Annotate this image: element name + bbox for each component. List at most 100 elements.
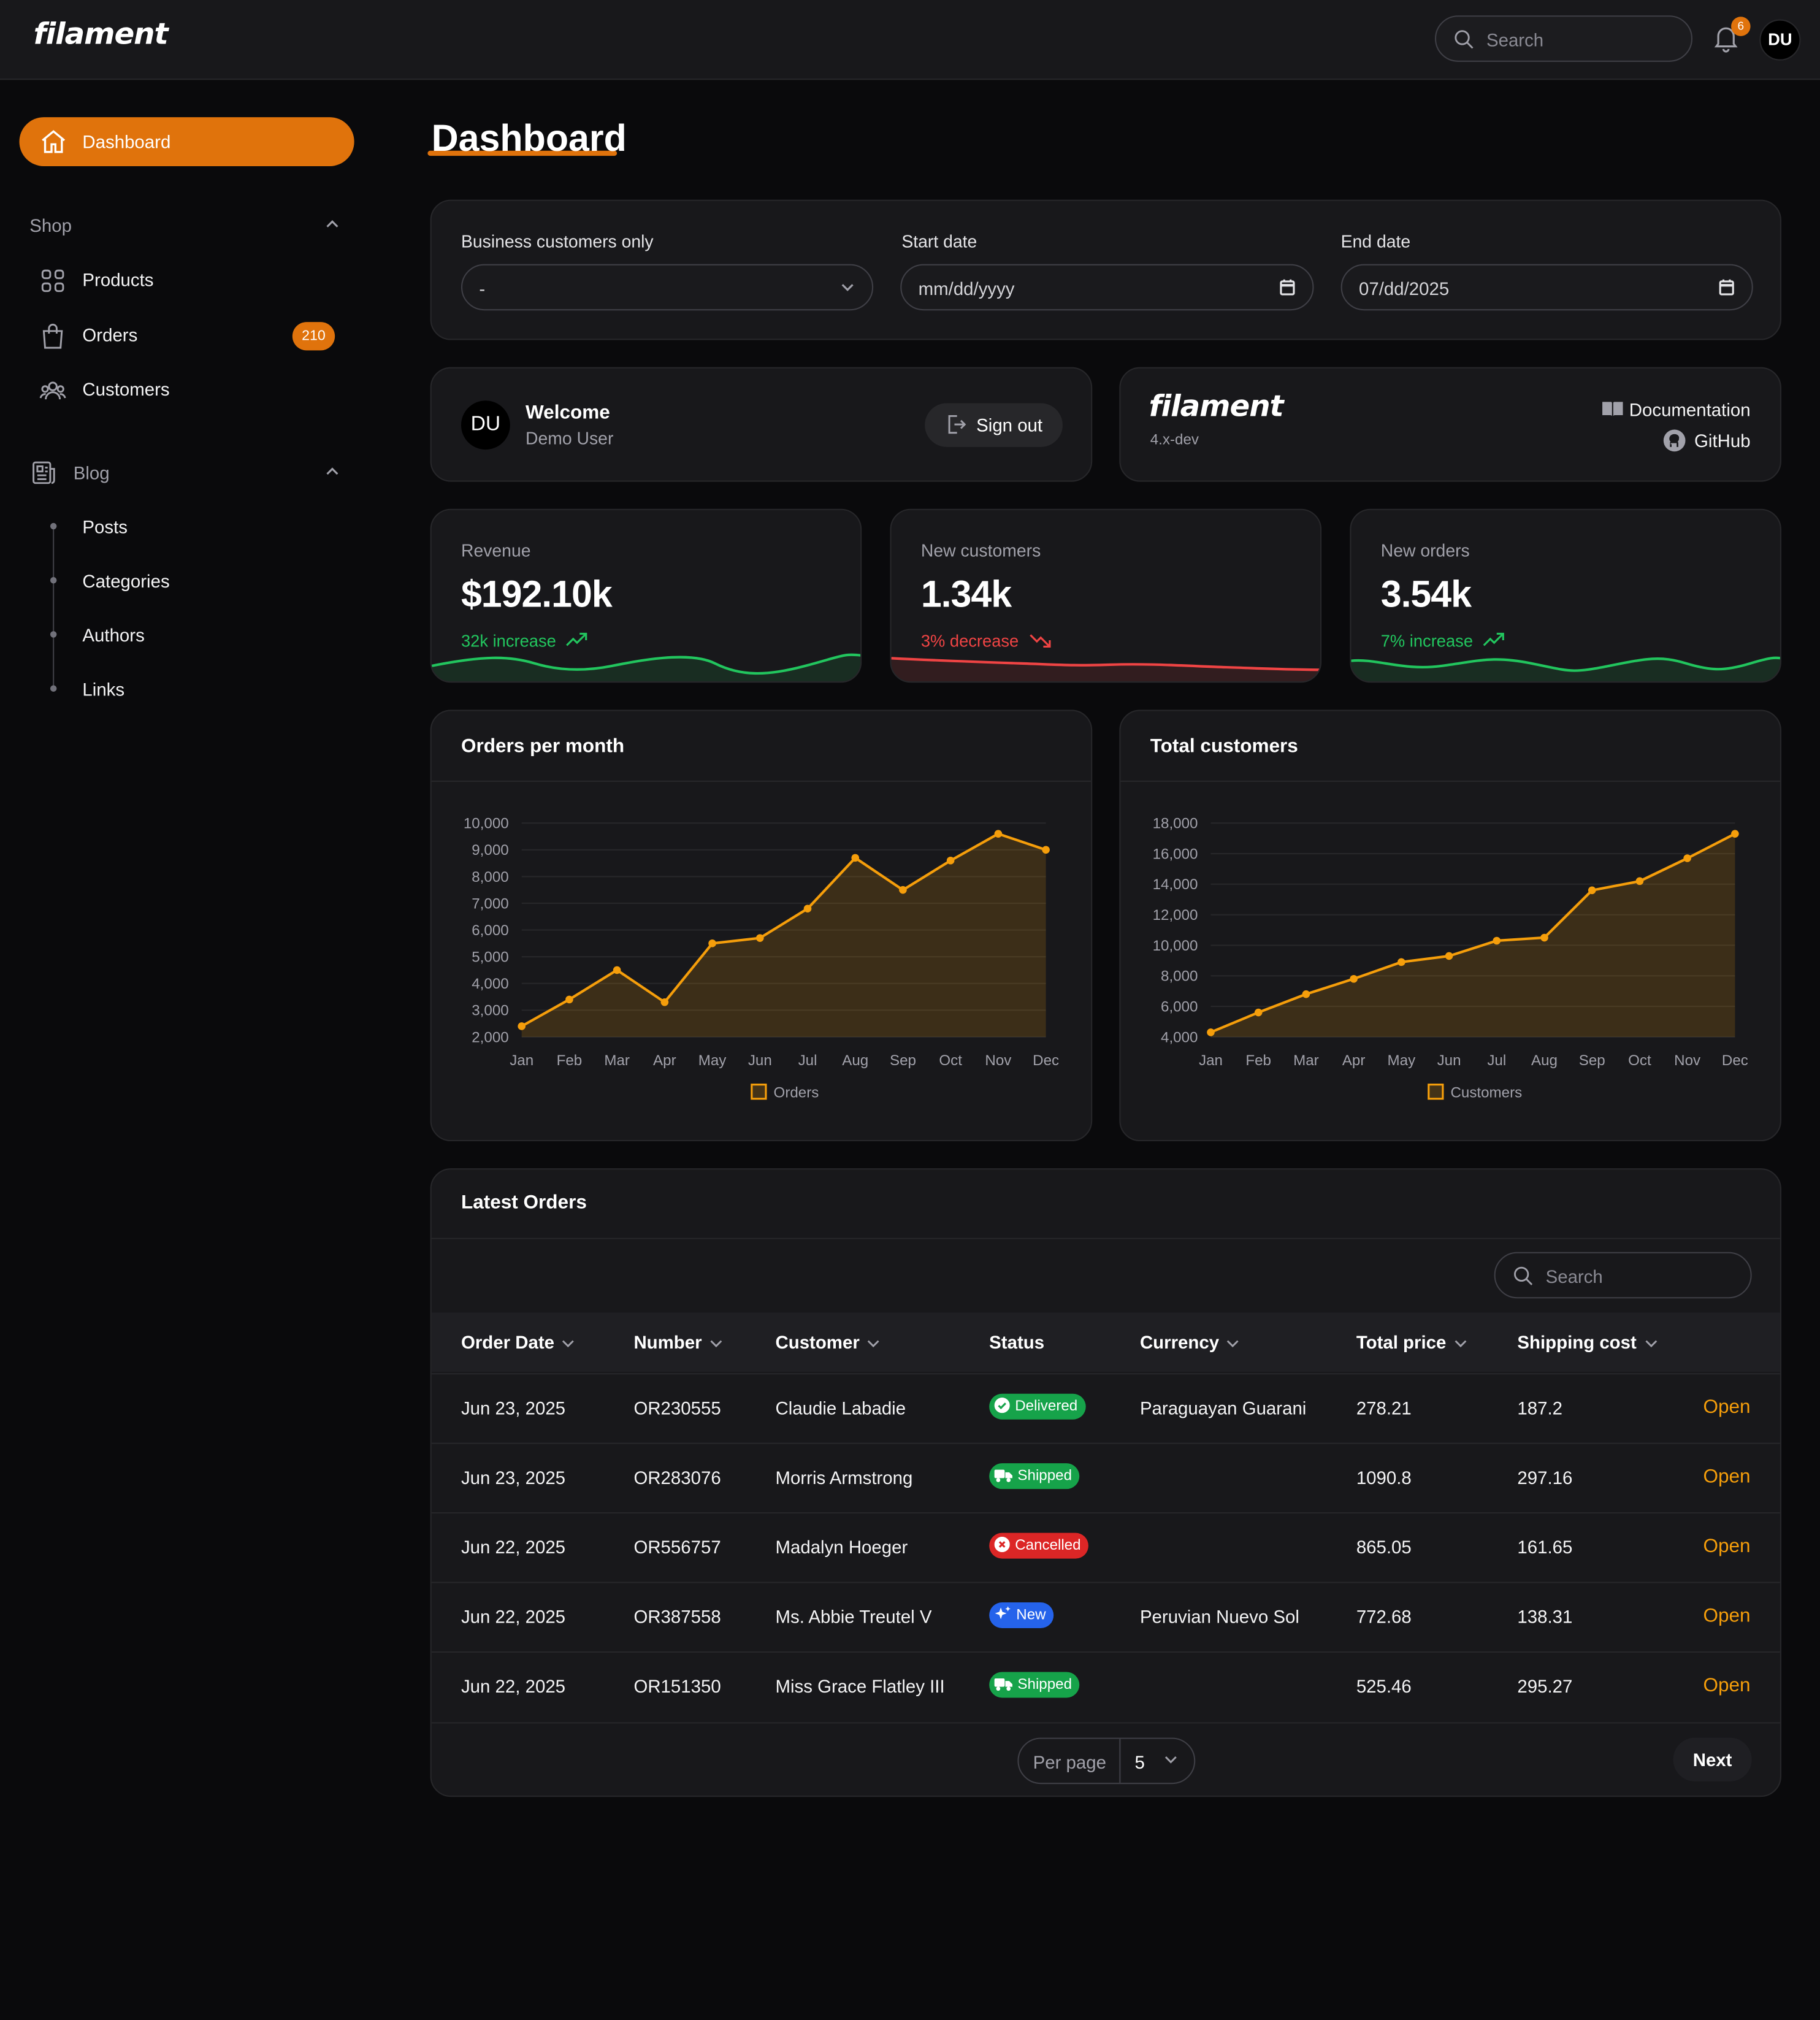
calendar-icon[interactable] — [1718, 278, 1735, 296]
sidebar-item-products[interactable]: Products — [39, 259, 348, 300]
sidebar-item-label: Dashboard — [82, 131, 171, 152]
github-icon — [1664, 429, 1686, 452]
column-currency[interactable]: Currency — [1140, 1332, 1240, 1353]
data-point — [994, 830, 1003, 838]
cell-total: 772.68 — [1356, 1606, 1412, 1627]
chevron-down-icon — [1455, 1341, 1466, 1348]
user-avatar[interactable]: DU — [1759, 19, 1801, 61]
chevron-down-icon — [841, 284, 854, 291]
stat-delta-text: 7% increase — [1380, 631, 1474, 651]
table-row[interactable]: Jun 22, 2025 OR151350 Miss Grace Flatley… — [431, 1651, 1780, 1721]
data-point — [708, 939, 716, 947]
series-area — [1210, 833, 1735, 1037]
divider — [1119, 1739, 1121, 1783]
sidebar-group-shop[interactable]: Shop — [29, 215, 72, 236]
top-bar: filament Search 6 DU — [0, 0, 1820, 80]
bell-icon[interactable] — [1713, 25, 1739, 53]
legend-label: Orders — [774, 1085, 819, 1101]
chart-title: Orders per month — [461, 735, 625, 758]
table-row[interactable]: Jun 22, 2025 OR556757 Madalyn Hoeger Can… — [431, 1512, 1780, 1582]
sidebar-item-links[interactable]: Links — [82, 678, 125, 700]
stat-label: New customers — [920, 541, 1041, 560]
sidebar-item-categories[interactable]: Categories — [82, 570, 170, 592]
open-order-link[interactable]: Open — [1703, 1674, 1751, 1697]
table-search-placeholder: Search — [1545, 1266, 1603, 1287]
cell-total: 278.21 — [1356, 1398, 1412, 1418]
chevron-down-icon — [710, 1341, 722, 1348]
open-order-link[interactable]: Open — [1703, 1535, 1751, 1558]
table-row[interactable]: Jun 23, 2025 OR230555 Claudie Labadie De… — [431, 1373, 1780, 1442]
business-filter-label: Business customers only — [461, 232, 654, 251]
cell-date: Jun 23, 2025 — [461, 1467, 566, 1488]
x-tick-label: May — [698, 1052, 727, 1069]
column-order-date[interactable]: Order Date — [461, 1332, 575, 1353]
global-search[interactable]: Search — [1434, 15, 1693, 62]
status-label: Cancelled — [1015, 1537, 1081, 1554]
trending-down-icon — [1029, 634, 1050, 648]
sign-out-icon — [948, 415, 966, 434]
per-page-select[interactable]: Per page 5 — [1017, 1737, 1196, 1785]
sidebar-item-posts[interactable]: Posts — [82, 516, 128, 537]
x-tick-label: Nov — [1674, 1052, 1700, 1069]
sidebar-item-label: Customers — [82, 378, 170, 400]
github-link[interactable]: GitHub — [1664, 429, 1751, 452]
status-badge: Delivered — [989, 1393, 1085, 1420]
chevron-down-icon — [562, 1341, 575, 1348]
sign-out-button[interactable]: Sign out — [925, 403, 1063, 447]
calendar-icon[interactable] — [1279, 278, 1296, 296]
search-icon — [1514, 1266, 1533, 1285]
stat-sparkline — [1351, 656, 1780, 682]
y-tick-label: 14,000 — [1153, 876, 1198, 893]
business-filter-select[interactable]: - — [461, 264, 874, 311]
data-point — [1635, 877, 1644, 886]
start-date-input[interactable]: mm/dd/yyyy — [900, 264, 1314, 311]
sidebar-item-customers[interactable]: Customers — [39, 369, 348, 410]
data-point — [1042, 846, 1050, 854]
data-point — [1398, 958, 1405, 966]
search-icon — [1455, 30, 1474, 49]
chevron-up-icon[interactable] — [324, 465, 340, 478]
chevron-up-icon[interactable] — [324, 218, 340, 231]
table-search-input[interactable]: Search — [1494, 1252, 1752, 1299]
y-tick-label: 7,000 — [472, 895, 508, 912]
y-tick-label: 2,000 — [472, 1029, 508, 1046]
open-order-link[interactable]: Open — [1703, 1466, 1751, 1488]
y-tick-label: 3,000 — [472, 1003, 508, 1019]
brand-logo[interactable]: filament — [33, 18, 169, 52]
customers-chart-card: Total customers 4,000 6,000 8,000 10,000 12,… — [1119, 710, 1781, 1142]
column-total-price[interactable]: Total price — [1356, 1332, 1467, 1353]
stat-delta-text: 3% decrease — [920, 631, 1019, 651]
sidebar-item-dashboard[interactable]: Dashboard — [19, 117, 354, 166]
table-row[interactable]: Jun 23, 2025 OR283076 Morris Armstrong S… — [431, 1442, 1780, 1512]
sidebar-item-authors[interactable]: Authors — [82, 624, 145, 646]
cell-customer: Ms. Abbie Treutel V — [775, 1606, 932, 1627]
column-number[interactable]: Number — [633, 1332, 722, 1353]
stat-value: $192.10k — [461, 574, 613, 616]
cell-number: OR151350 — [633, 1675, 721, 1697]
x-tick-label: Nov — [985, 1052, 1011, 1069]
stat-card-revenue: Revenue $192.10k 32k increase — [430, 508, 862, 683]
end-date-input[interactable]: 07/dd/2025 — [1340, 264, 1753, 311]
cell-currency: Paraguayan Guarani — [1139, 1398, 1307, 1418]
sidebar-item-orders[interactable]: Orders 210 — [39, 315, 348, 356]
tree-dot — [50, 631, 57, 638]
y-tick-label: 4,000 — [472, 976, 508, 992]
documentation-link[interactable]: Documentation — [1602, 399, 1751, 420]
divider — [431, 1238, 1780, 1239]
table-row[interactable]: Jun 22, 2025 OR387558 Ms. Abbie Treutel … — [431, 1582, 1780, 1651]
y-tick-label: 10,000 — [1153, 938, 1198, 954]
data-point — [1493, 936, 1501, 945]
data-point — [1540, 933, 1548, 942]
column-customer[interactable]: Customer — [776, 1332, 881, 1353]
open-order-link[interactable]: Open — [1703, 1396, 1751, 1418]
y-tick-label: 8,000 — [472, 869, 508, 886]
table-header: Order Date Number Customer Status Curren… — [431, 1312, 1780, 1372]
column-shipping-cost[interactable]: Shipping cost — [1517, 1332, 1657, 1353]
shopping-bag-icon — [42, 323, 63, 349]
sidebar-group-blog[interactable]: Blog — [73, 462, 110, 483]
blog-tree-line — [53, 526, 55, 688]
open-order-link[interactable]: Open — [1703, 1605, 1751, 1627]
cell-date: Jun 22, 2025 — [461, 1536, 566, 1558]
next-page-button[interactable]: Next — [1673, 1737, 1752, 1781]
